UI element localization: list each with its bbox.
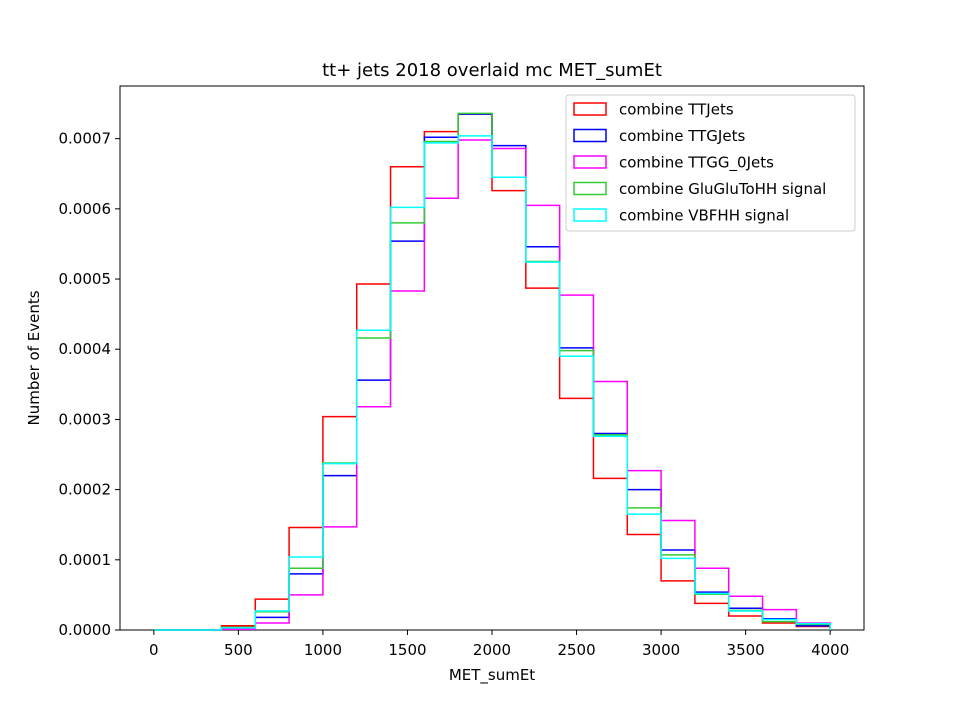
legend-swatch [573, 208, 607, 222]
legend: combine TTJets combine TTGJets combine TTG… [565, 94, 856, 232]
y-tick-label: 0.0004 [59, 340, 112, 358]
x-tick-label: 2000 [473, 641, 511, 659]
y-tick-label: 0.0005 [59, 270, 112, 288]
x-tick-label: 3000 [642, 641, 680, 659]
x-tick-label: 3500 [727, 641, 765, 659]
legend-swatch [573, 128, 607, 143]
x-axis-label: MET_sumEt [449, 666, 535, 685]
legend-label: combine TTGJets [619, 127, 745, 145]
y-tick-label: 0.0000 [59, 621, 112, 639]
y-tick-label: 0.0006 [59, 200, 112, 218]
legend-swatch [573, 155, 607, 169]
y-tick-label: 0.0007 [59, 130, 112, 148]
legend-label: combine TTJets [619, 101, 734, 119]
x-tick-label: 1500 [388, 641, 426, 659]
series-line-4 [153, 135, 831, 631]
x-tick-label: 0 [149, 641, 159, 659]
legend-swatch [573, 102, 607, 116]
x-tick-label: 500 [224, 641, 253, 659]
y-axis: 0.0000 0.0001 0.0002 0.0003 0.0004 0.0005 0.00… [59, 130, 120, 639]
x-tick-label: 2500 [557, 641, 595, 659]
legend-label: combine VBFHH signal [619, 207, 789, 225]
legend-label: combine GluGluToHH signal [619, 180, 826, 198]
legend-label: combine TTGG_0Jets [619, 154, 774, 173]
series-layer [153, 112, 831, 631]
legend-box [565, 94, 856, 232]
legend-swatch [573, 181, 607, 196]
chart-title: tt+ jets 2018 overlaid mc MET_sumEt [322, 60, 662, 81]
x-tick-label: 1000 [304, 641, 342, 659]
x-axis: 0 500 1000 1500 2000 2500 3000 3500 4000 [149, 630, 849, 659]
y-axis-label: Number of Events [25, 290, 43, 425]
x-tick-label: 4000 [811, 641, 849, 659]
y-tick-label: 0.0002 [59, 481, 112, 499]
y-tick-label: 0.0001 [59, 551, 112, 569]
y-tick-label: 0.0003 [59, 410, 112, 428]
